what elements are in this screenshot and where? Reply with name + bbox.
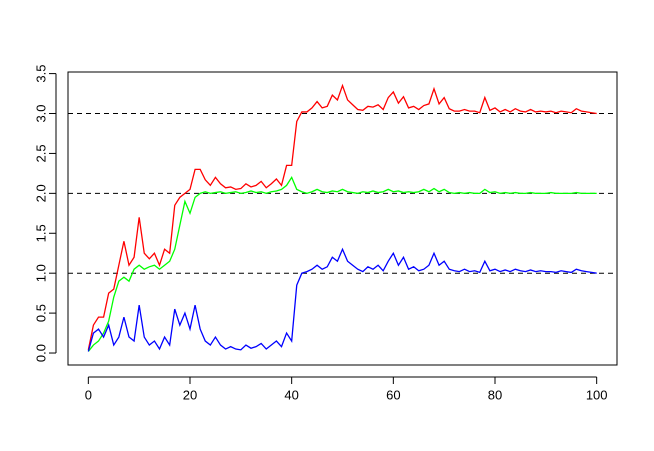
data-line <box>87 247 597 352</box>
data-line <box>87 175 597 352</box>
y-tick-label: 1.5 <box>33 224 48 242</box>
x-tick-label: 100 <box>586 387 608 402</box>
x-tick-label: 0 <box>85 387 92 402</box>
y-tick-label: 0.5 <box>33 304 48 322</box>
y-tick-label: 2.0 <box>33 184 48 202</box>
y-tick-label: 0.0 <box>33 344 48 362</box>
y-tick-label: 2.5 <box>33 144 48 162</box>
y-tick-label: 1.0 <box>33 264 48 282</box>
y-tick-label: 3.5 <box>33 65 48 83</box>
x-tick-label: 60 <box>386 387 400 402</box>
x-tick-label: 80 <box>488 387 502 402</box>
x-tick-label: 20 <box>183 387 197 402</box>
data-line <box>87 83 597 350</box>
y-tick-label: 3.0 <box>33 104 48 122</box>
x-tick-label: 40 <box>284 387 298 402</box>
plot-box <box>67 71 618 366</box>
